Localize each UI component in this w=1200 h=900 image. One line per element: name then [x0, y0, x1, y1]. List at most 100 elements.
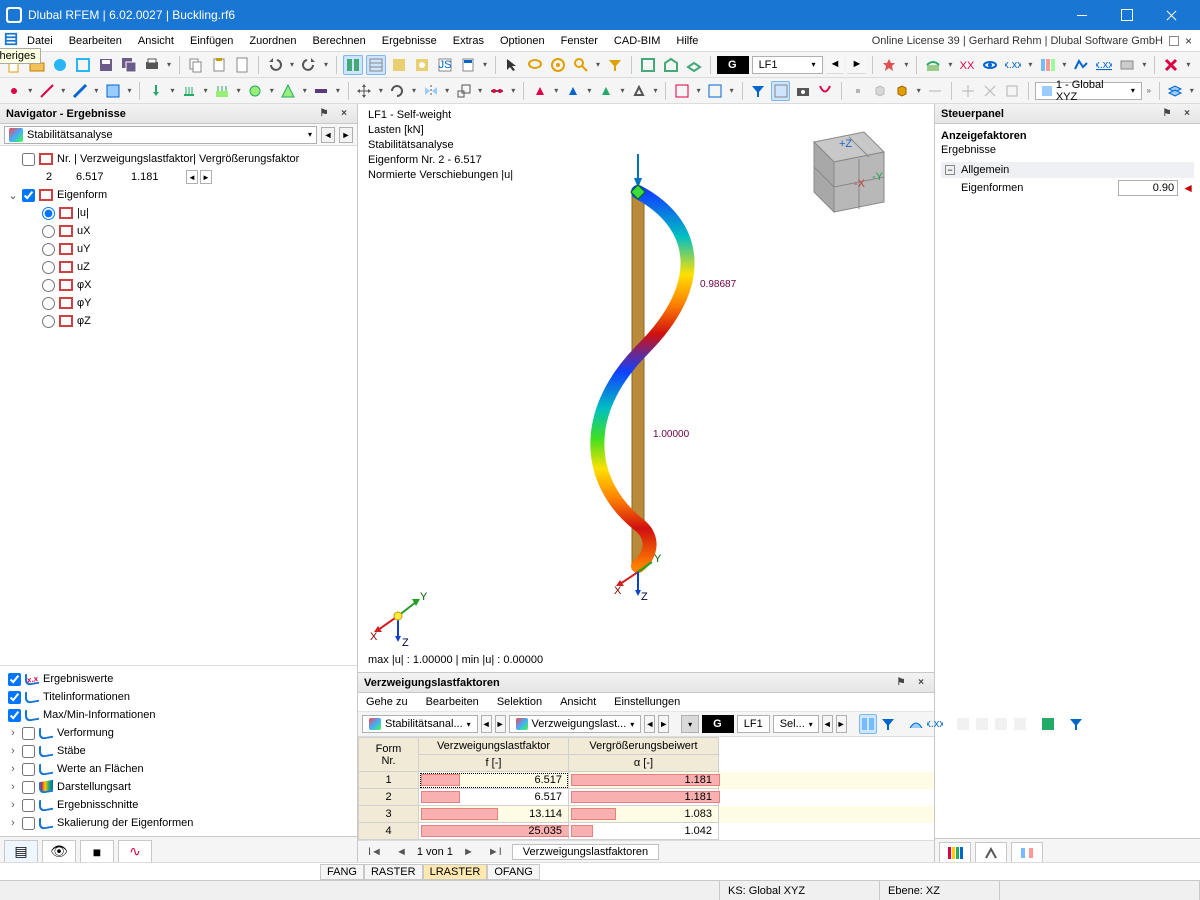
snap-fang[interactable]: FANG — [320, 864, 364, 880]
results-sync-icon[interactable] — [859, 714, 877, 734]
results-opt2-icon[interactable]: x.xx — [927, 714, 943, 734]
lf-prev-button[interactable]: ◄ — [826, 56, 845, 74]
sel-lasso-icon[interactable] — [525, 55, 545, 75]
render-3-icon[interactable] — [980, 55, 1000, 75]
redo-icon[interactable] — [299, 55, 319, 75]
sup-3-icon[interactable] — [596, 81, 615, 101]
view-1-icon[interactable] — [638, 55, 658, 75]
component-radio-φZ[interactable] — [42, 315, 55, 328]
scale-icon[interactable] — [454, 81, 473, 101]
window-close-button[interactable] — [1149, 0, 1194, 30]
render-6-icon[interactable] — [1071, 55, 1091, 75]
load-6-icon[interactable] — [312, 81, 331, 101]
option-check[interactable] — [22, 781, 35, 794]
option-check[interactable] — [8, 673, 21, 686]
row-header-check[interactable] — [22, 153, 35, 166]
results-combo1-prev[interactable]: ◄ — [481, 715, 492, 733]
script-icon[interactable]: JS — [435, 55, 455, 75]
mesh-2-icon[interactable] — [705, 81, 724, 101]
mesh-1-icon[interactable] — [672, 81, 691, 101]
sel-find-icon[interactable] — [571, 55, 591, 75]
menu-bearbeiten[interactable]: Bearbeiten — [62, 33, 129, 49]
results-funnel-icon[interactable] — [1068, 714, 1084, 734]
col-f[interactable]: Verzweigungslastfaktor — [419, 738, 569, 755]
results-tab[interactable]: Verzweigungslastfaktoren — [512, 844, 659, 860]
option-check[interactable] — [22, 727, 35, 740]
cloud-icon[interactable] — [50, 55, 70, 75]
surface-icon[interactable] — [103, 81, 122, 101]
results-combo-2[interactable]: Verzweigungslast...▾ — [509, 715, 642, 733]
render-7-icon[interactable]: x.xx — [1094, 55, 1114, 75]
results-export-icon[interactable] — [1040, 714, 1056, 734]
group-collapse-icon[interactable]: − — [945, 165, 955, 175]
window-minimize-button[interactable] — [1059, 0, 1104, 30]
steuer-value-input[interactable] — [1118, 180, 1178, 196]
menu-ansicht[interactable]: Ansicht — [131, 33, 181, 49]
steuer-tab-3[interactable] — [1011, 842, 1043, 862]
tab-eye-icon[interactable]: 👁 — [42, 840, 76, 862]
tab-results-icon[interactable]: ∿ — [118, 840, 152, 862]
steuer-tab-2[interactable] — [975, 842, 1007, 862]
save-icon[interactable] — [96, 55, 116, 75]
expand-icon[interactable]: › — [8, 781, 18, 793]
eigen-check[interactable] — [22, 189, 35, 202]
copy-icon[interactable] — [186, 55, 206, 75]
results-opt4-icon[interactable] — [974, 714, 990, 734]
results-combo-1[interactable]: Stabilitätsanal...▾ — [362, 715, 478, 733]
results-menu-bearbeiten[interactable]: Bearbeiten — [426, 696, 479, 708]
camera-icon[interactable] — [793, 81, 812, 101]
view-3-icon[interactable] — [684, 55, 704, 75]
navigator-pin-icon[interactable]: ⚑ — [317, 107, 331, 121]
orientation-cube[interactable]: -X +Z -Y — [784, 112, 904, 232]
menu-einfügen[interactable]: Einfügen — [183, 33, 240, 49]
results-close-icon[interactable]: × — [914, 676, 928, 690]
analysis-prev-button[interactable]: ◄ — [321, 127, 335, 143]
expand-icon[interactable]: › — [8, 745, 18, 757]
coord-combo[interactable]: 1 - Global XYZ▾ — [1035, 82, 1142, 100]
snap-lraster[interactable]: LRASTER — [423, 864, 488, 880]
toggle-d-icon[interactable] — [412, 55, 432, 75]
toggle-vis-icon[interactable] — [771, 81, 790, 101]
steuer-group[interactable]: − Allgemein — [941, 162, 1194, 178]
table-row[interactable]: 3 13.114 1.083 — [359, 806, 935, 823]
sup-2-icon[interactable] — [563, 81, 582, 101]
mdi-restore-icon[interactable] — [1169, 36, 1179, 46]
lf-next-button[interactable]: ► — [847, 56, 866, 74]
menu-zuordnen[interactable]: Zuordnen — [242, 33, 303, 49]
calc-icon[interactable] — [458, 55, 478, 75]
model-icon[interactable] — [73, 55, 93, 75]
option-check[interactable] — [22, 763, 35, 776]
move-icon[interactable] — [355, 81, 374, 101]
results-lf-combo[interactable]: LF1 — [737, 715, 770, 733]
tab-data-icon[interactable]: ▤ — [4, 840, 38, 862]
results-menu-ansicht[interactable]: Ansicht — [560, 696, 596, 708]
results-filter-icon[interactable] — [880, 714, 896, 734]
expand-icon[interactable]: › — [8, 763, 18, 775]
render-8-icon[interactable] — [1117, 55, 1137, 75]
steuer-close-icon[interactable]: × — [1180, 107, 1194, 121]
mdi-close-icon[interactable]: × — [1185, 34, 1192, 48]
dim-icon[interactable] — [926, 81, 945, 101]
results-opt3-icon[interactable] — [955, 714, 971, 734]
render-2-icon[interactable]: XX — [957, 55, 977, 75]
results-pin-icon[interactable]: ⚑ — [894, 676, 908, 690]
row-next-button[interactable]: ► — [200, 170, 212, 184]
results-menu-einstellungen[interactable]: Einstellungen — [614, 696, 680, 708]
cube2-icon[interactable] — [893, 81, 912, 101]
component-radio-φY[interactable] — [42, 297, 55, 310]
col-a[interactable]: Vergrößerungsbeiwert — [569, 738, 719, 755]
save-all-icon[interactable] — [119, 55, 139, 75]
toggle-a-icon[interactable] — [343, 55, 363, 75]
option-check[interactable] — [22, 817, 35, 830]
menu-ergebnisse[interactable]: Ergebnisse — [375, 33, 444, 49]
cube-icon[interactable] — [870, 81, 889, 101]
load-line-icon[interactable] — [179, 81, 198, 101]
3d-viewport[interactable]: LF1 - Self-weight Lasten [kN] Stabilität… — [358, 104, 934, 672]
deform-icon[interactable] — [816, 81, 835, 101]
page-icon[interactable] — [232, 55, 252, 75]
undo-icon[interactable] — [265, 55, 285, 75]
expand-icon[interactable]: › — [8, 727, 18, 739]
lf-combo[interactable]: LF1▾ — [752, 56, 823, 74]
results-opt6-icon[interactable] — [1012, 714, 1028, 734]
app-menu-icon[interactable] — [4, 32, 18, 46]
